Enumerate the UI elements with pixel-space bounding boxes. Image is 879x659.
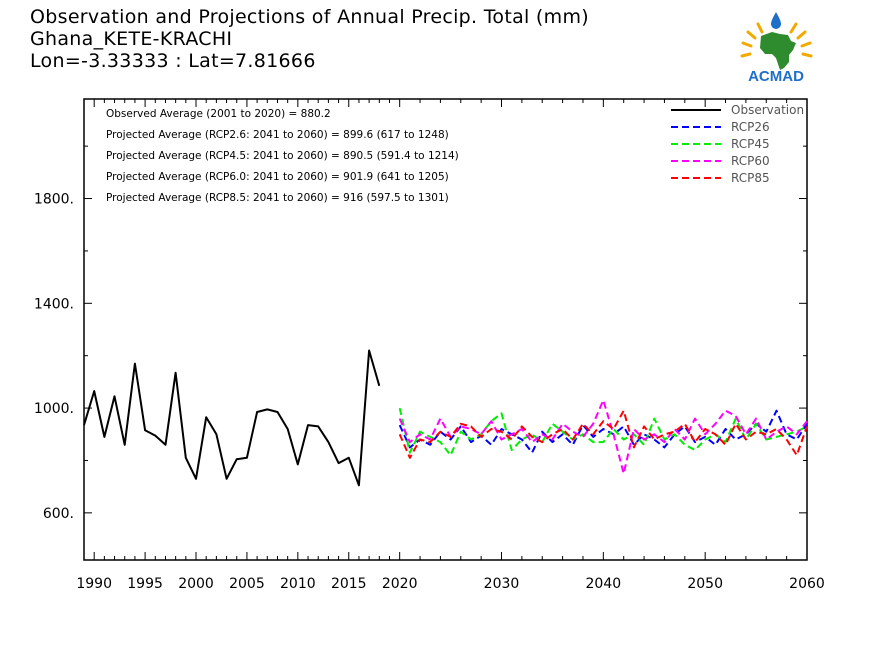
x-tick-label: 2015 [331,576,367,592]
chart-title: Observation and Projections of Annual Pr… [30,6,589,28]
x-tick-label: 2005 [229,576,265,592]
station-name: Ghana_KETE-KRACHI [30,28,233,50]
x-tick-label: 2020 [382,576,418,592]
x-tick-label: 1995 [127,576,163,592]
africa-map-logo-icon [740,12,813,70]
y-tick-label: 1800. [34,192,74,208]
y-tick-label: 1400. [34,296,74,312]
legend-label-rcp85: RCP85 [731,171,770,185]
x-tick-label: 2040 [586,576,622,592]
series-layer [83,349,808,487]
x-axis: 1990 1995 2000 2005 2010 2015 2020 2030 2040 2050… [76,99,825,592]
series-line-rcp85 [398,409,808,459]
series-line-rcp45 [398,407,808,457]
stat-rcp60: Projected Average (RCP6.0: 2041 to 2060)… [106,171,449,183]
stat-rcp45: Projected Average (RCP4.5: 2041 to 2060)… [106,150,459,162]
legend-label-rcp26: RCP26 [731,120,770,134]
legend-label-rcp45: RCP45 [731,137,770,151]
legend-label-observation: Observation [731,103,804,117]
y-axis: 600. 1000. 1400. 1800. [34,145,807,522]
logo-text: ACMAD [748,68,804,84]
y-tick-label: 600. [43,506,74,522]
x-tick-label: 2050 [687,576,723,592]
legend-label-rcp60: RCP60 [731,154,770,168]
series-line-observation [83,349,381,487]
acmad-logo: ACMAD [740,12,813,84]
x-tick-label: 1990 [76,576,112,592]
stat-rcp85: Projected Average (RCP8.5: 2041 to 2060)… [106,192,449,204]
x-tick-label: 2060 [789,576,825,592]
x-tick-label: 2010 [280,576,316,592]
series-line-rcp60 [398,399,808,475]
plot-frame [83,98,808,561]
legend: Observation RCP26 RCP45 RCP60 RCP85 [671,103,804,185]
station-coordinates: Lon=-3.33333 : Lat=7.81666 [30,50,316,72]
x-tick-label: 2030 [484,576,520,592]
stat-rcp26: Projected Average (RCP2.6: 2041 to 2060)… [106,129,449,141]
x-tick-label: 2000 [178,576,214,592]
title-block: Observation and Projections of Annual Pr… [30,6,589,72]
series-line-rcp26 [398,409,808,454]
stats-annotations: Observed Average (2001 to 2020) = 880.2 … [106,108,459,204]
y-tick-label: 1000. [34,401,74,417]
stat-observed: Observed Average (2001 to 2020) = 880.2 [106,108,331,120]
